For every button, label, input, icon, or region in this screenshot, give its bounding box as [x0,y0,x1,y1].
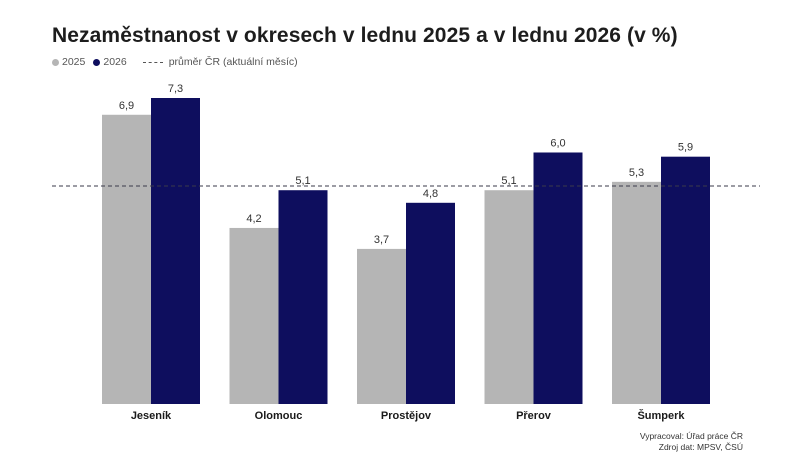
legend-label-average: průměr ČR (aktuální měsíc) [168,56,298,68]
bar-jesenik-2025 [102,114,151,404]
data-label-prerov-2025: 5,1 [501,175,516,187]
bar-sumperk-2026 [661,156,710,404]
legend-swatch-2026 [93,58,101,66]
legend-label-2025: 2025 [62,56,86,68]
category-label-sumperk: Šumperk [637,409,685,422]
legend-item-average: průměr ČR (aktuální měsíc) [135,56,298,68]
bar-prerov-2025 [484,190,534,404]
bar-olomouc-2025 [229,227,279,404]
bar-prostejov-2025 [357,248,406,404]
data-label-jesenik-2025: 6,9 [119,100,134,112]
footer-source: Zdroj dat: MPSV, ČSÚ [658,442,743,452]
category-label-olomouc: Olomouc [255,410,303,422]
data-label-prostejov-2026: 4,8 [423,188,438,200]
data-label-sumperk-2025: 5,3 [629,167,644,179]
category-label-prerov: Přerov [516,410,552,422]
category-label-jesenik: Jeseník [131,410,172,422]
data-label-prostejov-2025: 3,7 [374,234,389,246]
bar-olomouc-2026 [278,190,328,404]
data-label-sumperk-2026: 5,9 [678,142,693,154]
legend-item-2026: 2026 [93,56,127,68]
bar-prerov-2026 [533,152,583,404]
legend-swatch-2025 [52,58,59,66]
footer: Vypracoval: Úřad práce ČR Zdroj dat: MPS… [640,431,743,453]
legend-swatch-average [142,61,163,63]
bar-jesenik-2026 [151,98,200,404]
legend-item-2025: 2025 [52,56,85,68]
data-label-prerov-2026: 6,0 [550,137,565,149]
data-label-olomouc-2025: 4,2 [246,213,261,225]
footer-author: Vypracoval: Úřad práce ČR [639,431,743,441]
legend-label-2026: 2026 [103,56,127,68]
bar-prostejov-2026 [406,202,455,404]
data-label-olomouc-2026: 5,1 [295,175,310,187]
category-label-prostejov: Prostějov [381,410,432,422]
chart-title: Nezaměstnanost v okresech v lednu 2025 a… [52,24,678,47]
legend: 2025 2026 průměr ČR (aktuální měsíc) [52,55,306,69]
data-label-jesenik-2026: 7,3 [168,83,183,95]
bar-sumperk-2025 [612,181,661,404]
